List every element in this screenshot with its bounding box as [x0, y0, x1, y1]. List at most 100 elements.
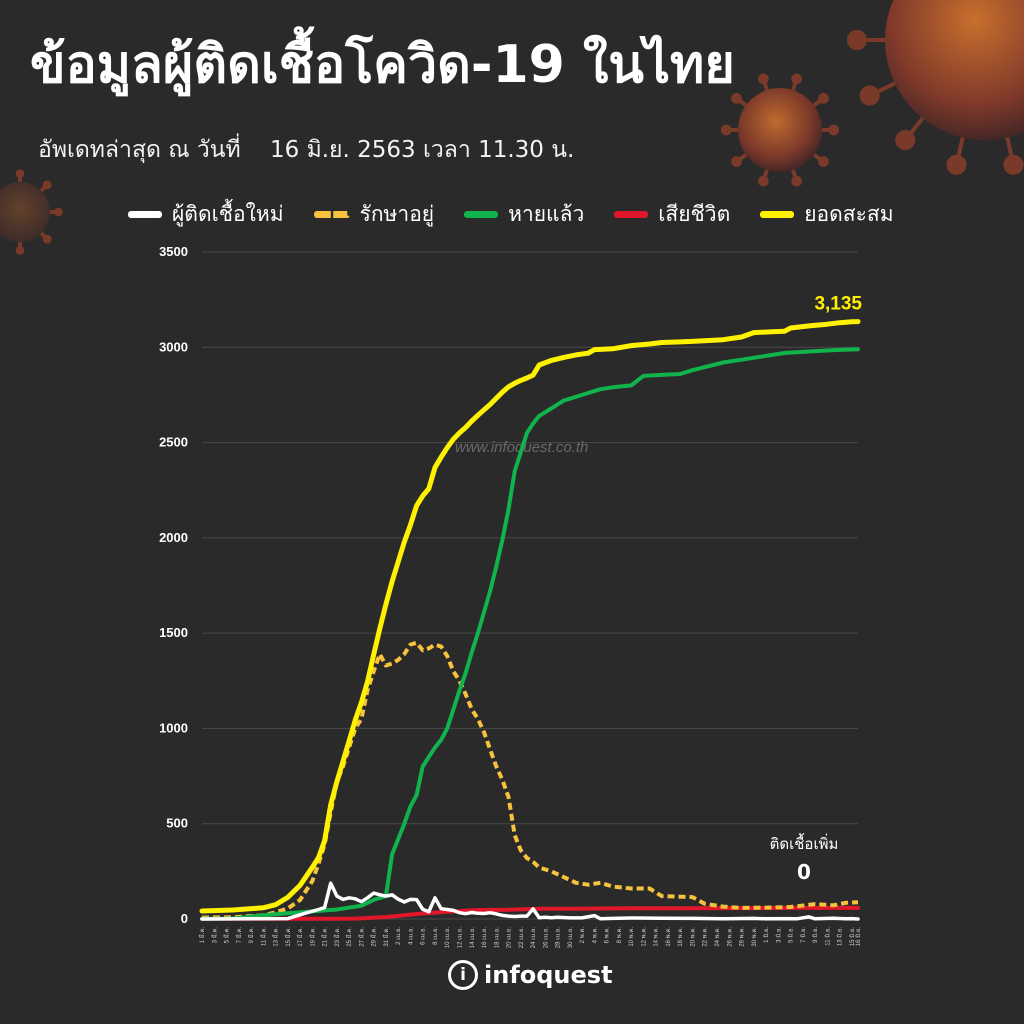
x-tick-label: 28 พ.ค.: [739, 927, 746, 947]
x-tick-label: 18 พ.ค.: [677, 927, 684, 947]
x-tick-label: 27 มี.ค.: [357, 927, 365, 947]
x-tick-label: 4 เม.ย.: [408, 927, 414, 945]
info-icon: i: [448, 960, 478, 990]
x-tick-label: 15 มิ.ย.: [849, 927, 856, 946]
y-tick-label: 3500: [159, 244, 188, 259]
legend-swatch-new_cases: [128, 211, 162, 218]
annotation-value: 0: [797, 860, 811, 884]
x-tick-label: 16 เม.ย.: [482, 927, 488, 949]
new-cases-annotation: ติดเชื้อเพิ่ม 0: [764, 832, 844, 884]
legend-label-cumulative: ยอดสะสม: [804, 202, 894, 226]
y-tick-label: 0: [181, 911, 188, 926]
x-tick-label: 3 มิ.ย.: [775, 927, 782, 943]
legend-label-new_cases: ผู้ติดเชื้อใหม่: [172, 202, 284, 226]
virus-medium-icon: [738, 88, 822, 172]
x-tick-label: 1 มี.ค.: [198, 927, 206, 944]
brand-logo: i infoquest: [448, 960, 613, 990]
x-tick-label: 19 มี.ค.: [308, 927, 316, 947]
x-tick-label: 11 มี.ค.: [259, 927, 267, 947]
x-tick-label: 8 พ.ค.: [616, 927, 623, 944]
x-tick-label: 12 พ.ค.: [640, 927, 647, 947]
x-tick-label: 1 มิ.ย.: [763, 927, 770, 943]
x-tick-label: 2 พ.ค.: [579, 927, 586, 944]
x-tick-label: 8 เม.ย.: [433, 927, 439, 945]
total-data-label: 3,135: [814, 294, 862, 315]
x-tick-label: 22 พ.ค.: [702, 927, 709, 947]
x-tick-label: 26 เม.ย.: [543, 927, 549, 949]
brand-name: infoquest: [484, 961, 613, 989]
x-tick-label: 15 มี.ค.: [284, 927, 292, 947]
x-tick-label: 23 มี.ค.: [333, 927, 341, 947]
x-tick-label: 22 เม.ย.: [519, 927, 525, 949]
x-tick-label: 18 เม.ย.: [494, 927, 500, 949]
legend-swatch-cumulative: [760, 211, 795, 218]
x-tick-label: 14 เม.ย.: [470, 927, 476, 949]
x-tick-label: 7 มี.ค.: [235, 927, 243, 944]
virus-large-icon: [885, 0, 1024, 140]
x-tick-label: 16 พ.ค.: [665, 927, 672, 947]
updated-label: อัพเดทล่าสุด ณ วันที่: [38, 137, 241, 163]
x-tick-label: 24 เม.ย.: [531, 927, 537, 949]
x-tick-label: 30 พ.ค.: [751, 927, 758, 947]
legend-label-active: รักษาอยู่: [359, 202, 435, 226]
x-tick-label: 12 เม.ย.: [457, 927, 463, 949]
y-tick-label: 1500: [159, 625, 188, 640]
x-tick-label: 14 พ.ค.: [653, 927, 660, 947]
series-line-cumulative: [199, 319, 861, 914]
x-tick-label: 9 มิ.ย.: [812, 927, 819, 943]
series-line-active: [201, 640, 859, 920]
x-tick-label: 20 เม.ย.: [507, 927, 513, 949]
x-tick-label: 24 พ.ค.: [714, 927, 721, 947]
x-tick-label: 6 เม.ย.: [421, 927, 427, 945]
x-tick-label: 30 เม.ย.: [568, 927, 574, 949]
series-line-recovered: [200, 347, 860, 921]
x-tick-label: 29 มี.ค.: [370, 927, 378, 947]
legend-swatch-active: [313, 211, 350, 218]
y-tick-label: 3000: [159, 339, 188, 354]
x-tick-label: 5 มี.ค.: [223, 927, 231, 944]
x-tick-label: 17 มี.ค.: [296, 927, 304, 947]
legend-item-new_cases: ผู้ติดเชื้อใหม่: [128, 198, 284, 231]
legend-item-active: รักษาอยู่: [313, 198, 435, 231]
page-title: ข้อมูลผู้ติดเชื้อโควิด-19 ในไทย: [30, 35, 735, 95]
annotation-label: ติดเชื้อเพิ่ม: [769, 835, 839, 853]
x-tick-label: 13 มิ.ย.: [837, 927, 844, 946]
x-tick-label: 5 มิ.ย.: [788, 927, 795, 943]
x-tick-label: 9 มี.ค.: [247, 927, 255, 944]
y-tick-label: 2000: [159, 530, 188, 545]
legend-item-cumulative: ยอดสะสม: [760, 198, 894, 231]
legend-label-deaths: เสียชีวิต: [658, 202, 731, 226]
series-line-deaths: [200, 905, 860, 921]
y-tick-label: 1000: [159, 720, 188, 735]
chart-legend: ผู้ติดเชื้อใหม่ รักษาอยู่ หายแล้ว เสียชีวิต…: [128, 198, 894, 231]
legend-item-deaths: เสียชีวิต: [614, 198, 730, 231]
x-tick-label: 26 พ.ค.: [726, 927, 733, 947]
legend-swatch-deaths: [614, 211, 649, 218]
x-tick-label: 20 พ.ค.: [689, 927, 696, 947]
x-tick-label: 31 มี.ค.: [382, 927, 390, 947]
legend-item-recovered: หายแล้ว: [464, 198, 584, 231]
series-line-new_cases: [200, 881, 860, 921]
x-tick-label: 16 มิ.ย.: [855, 927, 862, 946]
x-tick-label: 11 มิ.ย.: [824, 927, 831, 946]
y-tick-label: 2500: [159, 435, 188, 450]
y-tick-label: 500: [166, 816, 188, 831]
x-tick-label: 13 มี.ค.: [272, 927, 280, 947]
x-tick-label: 2 เม.ย.: [396, 927, 402, 945]
x-tick-label: 25 มี.ค.: [345, 927, 353, 947]
x-tick-label: 10 พ.ค.: [628, 927, 635, 947]
x-tick-label: 6 พ.ค.: [604, 927, 611, 944]
legend-label-recovered: หายแล้ว: [508, 202, 585, 226]
x-tick-label: 3 มี.ค.: [210, 927, 218, 944]
updated-date: 16 มิ.ย. 2563 เวลา 11.30 น.: [270, 137, 575, 163]
legend-swatch-recovered: [464, 211, 499, 218]
virus-small-icon: [0, 182, 50, 242]
x-tick-label: 21 มี.ค.: [321, 927, 329, 947]
x-tick-label: 10 เม.ย.: [445, 927, 451, 949]
updated-line: อัพเดทล่าสุด ณ วันที่ 16 มิ.ย. 2563 เวลา…: [38, 132, 574, 168]
x-tick-label: 28 เม.ย.: [556, 927, 562, 949]
x-tick-label: 4 พ.ค.: [591, 927, 598, 944]
x-tick-label: 7 มิ.ย.: [800, 927, 807, 943]
